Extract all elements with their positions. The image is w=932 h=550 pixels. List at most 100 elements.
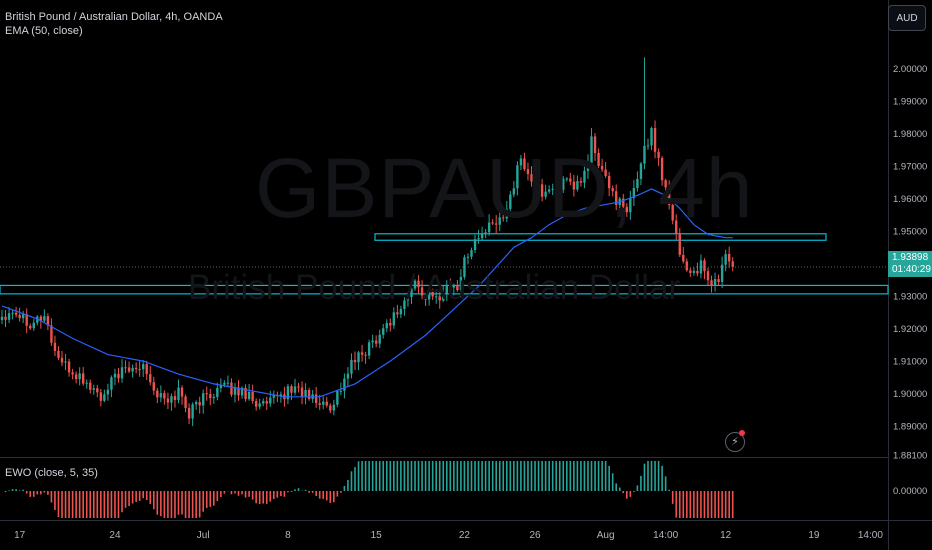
candle (590, 128, 593, 171)
candle (336, 389, 339, 408)
ewo-indicator-label[interactable]: EWO (close, 5, 35) (5, 467, 98, 479)
candle (724, 249, 727, 272)
candle (463, 254, 466, 280)
candle (678, 228, 681, 258)
candle (731, 257, 734, 272)
chart-legend: British Pound / Australian Dollar, 4h, O… (5, 10, 223, 38)
candle (502, 209, 505, 222)
candle (382, 323, 385, 339)
candle (720, 256, 724, 289)
candle (322, 396, 325, 410)
candle (29, 323, 32, 330)
candle (46, 313, 50, 331)
candle (544, 184, 547, 200)
currency-button[interactable]: AUD (888, 5, 926, 31)
candle (667, 180, 671, 210)
time-tick-label: 19 (808, 530, 820, 541)
price-tick-label: 1.99000 (893, 97, 927, 108)
candle (50, 318, 53, 346)
candle (477, 229, 480, 244)
candle (629, 190, 632, 220)
candle (240, 386, 244, 399)
price-tick-label: 1.90000 (893, 389, 927, 400)
watermark-name: British Pound / Australian Dollar (188, 268, 681, 307)
candle (279, 391, 283, 403)
candle (145, 360, 148, 380)
candle (138, 360, 141, 377)
candle (237, 380, 240, 401)
candle (187, 403, 191, 424)
candle (173, 390, 177, 408)
candle (389, 318, 392, 332)
candle (512, 180, 516, 198)
zone-rectangle[interactable] (374, 233, 827, 241)
candle (332, 399, 336, 416)
price-tick-label: 1.95000 (893, 227, 927, 238)
candle (117, 367, 120, 383)
candle (53, 335, 57, 357)
candle (4, 309, 7, 328)
candle (226, 375, 230, 388)
candle (216, 382, 219, 401)
candle (526, 162, 530, 181)
candle (639, 162, 643, 186)
lightning-icon[interactable]: ⚡ (725, 432, 745, 452)
candle (604, 162, 607, 179)
ema-indicator-label[interactable]: EMA (50, close) (5, 25, 83, 37)
candle (470, 247, 473, 260)
candle (14, 306, 18, 318)
candle (297, 382, 300, 393)
candle (202, 389, 205, 414)
candle (717, 274, 720, 285)
candle (74, 371, 78, 384)
candle (0, 310, 4, 325)
candle (92, 384, 95, 395)
candle (198, 396, 201, 414)
candle (431, 288, 434, 300)
candle (540, 178, 544, 202)
candle (487, 214, 491, 236)
candle (113, 368, 117, 386)
candle (530, 166, 533, 187)
candle (134, 362, 138, 374)
candle (456, 279, 459, 292)
candle (413, 279, 417, 291)
candle (607, 172, 611, 197)
time-tick-label: 15 (371, 530, 383, 541)
candle (491, 219, 494, 225)
price-tick-label: 1.88100 (893, 451, 927, 462)
ema-line[interactable] (1, 188, 733, 398)
candle (657, 148, 660, 167)
candle (374, 335, 378, 348)
candle (272, 390, 276, 404)
candle (703, 258, 706, 280)
candle (254, 398, 258, 411)
price-tick-label: 1.93000 (893, 292, 927, 303)
time-tick-label: 22 (459, 530, 471, 541)
watermark-ticker: GBPAUD, 4h (255, 141, 754, 235)
candle (205, 386, 208, 401)
bar-countdown: 01:40:29 (892, 264, 931, 275)
ewo-axis-label: 0.00000 (893, 486, 927, 497)
candle (184, 394, 187, 413)
candle (696, 262, 699, 277)
candle (251, 384, 254, 404)
candle (664, 178, 667, 193)
symbol-title[interactable]: British Pound / Australian Dollar, 4h, O… (5, 11, 223, 23)
candle (445, 280, 448, 301)
candle (57, 346, 60, 361)
price-tick-label: 1.92000 (893, 324, 927, 335)
candle (523, 152, 526, 172)
candle (350, 353, 353, 379)
candle (346, 367, 350, 388)
candle (269, 390, 272, 407)
candle (71, 368, 74, 380)
candle (689, 267, 692, 277)
candle (300, 381, 304, 405)
candle (36, 315, 39, 326)
candle (258, 398, 261, 410)
time-tick-label: 26 (529, 530, 541, 541)
price-tick-label: 1.97000 (893, 162, 927, 173)
candle (636, 171, 639, 192)
